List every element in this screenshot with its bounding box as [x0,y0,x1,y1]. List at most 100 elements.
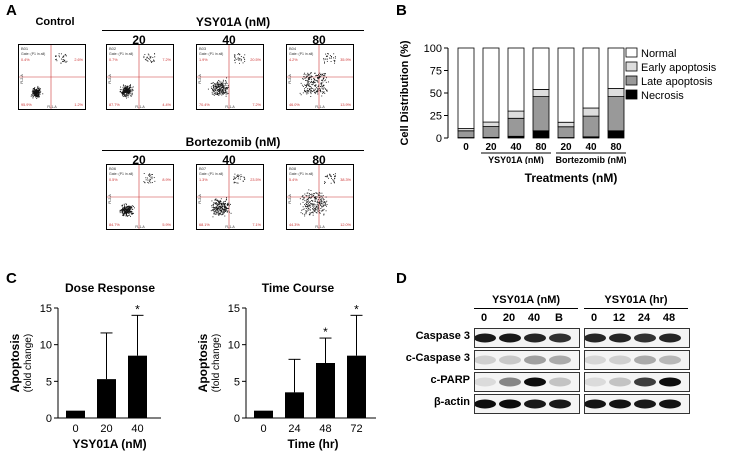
facs-event-dot [215,199,217,201]
facs-event-dot [307,195,309,197]
facs-event-dot [309,78,311,80]
facs-event-dot [319,212,321,214]
facs-event-dot [324,75,326,77]
facs-event-dot [320,89,322,91]
facs-event-dot [227,202,229,204]
facs-event-dot [65,61,67,63]
facs-event-dot [221,86,223,88]
facs-event-dot [327,176,328,178]
facs-event-dot [316,209,318,211]
facs-event-dot [123,89,125,90]
y-tick-label: 5 [46,376,52,388]
facs-event-dot [306,75,308,77]
facs-event-dot [316,201,318,203]
facs-event-dot [154,180,156,182]
facs-event-dot [34,91,36,93]
facs-event-dot [126,90,128,92]
legend-swatch [625,75,638,86]
facs-event-dot [314,210,316,212]
facs-event-dot [219,202,221,204]
facs-event-dot [242,56,244,58]
blot-band [549,333,571,343]
x-tick-label: 0 [72,423,78,435]
facs-event-dot [307,74,309,76]
facs-event-dot [311,78,313,80]
facs-x-axis-label: FL1-A [225,225,235,229]
facs-event-dot [218,210,220,212]
facs-event-dot [228,207,230,209]
facs-event-dot [239,53,241,55]
blot-band [549,399,571,409]
facs-event-dot [34,95,36,97]
facs-event-dot [299,92,301,94]
facs-event-dot [325,58,326,60]
facs-event-dot [35,96,37,98]
facs-event-dot [210,88,212,89]
facs-event-dot [325,56,327,58]
facs-event-dot [215,199,217,201]
facs-event-dot [313,83,314,85]
facs-event-dot [316,80,318,82]
facs-event-dot [148,179,150,181]
facs-event-dot [32,88,34,90]
facs-event-dot [121,93,123,95]
facs-event-dot [220,201,222,202]
facs-event-dot [322,88,324,90]
facs-event-dot [326,90,328,92]
facs-event-dot [319,88,321,90]
stacked-bar-segment [557,121,575,128]
facs-event-dot [332,179,334,181]
y-tick-label: 15 [228,303,240,315]
facs-event-dot [307,192,309,194]
facs-event-dot [34,92,36,94]
facs-event-dot [312,84,313,86]
facs-event-dot [31,91,33,93]
facs-event-dot [230,212,232,214]
facs-event-dot [210,82,212,84]
facs-event-dot [216,204,218,206]
facs-event-dot [221,83,223,85]
facs-event-dot [318,77,320,79]
facs-event-dot [128,85,130,87]
facs-event-dot [311,195,313,197]
facs-event-dot [213,213,215,215]
facs-event-dot [236,175,238,177]
facs-event-dot [314,207,316,209]
facs-event-dot [217,208,219,210]
y-tick-label: 25 [430,111,442,123]
facs-event-dot [319,75,321,77]
blot-strip [584,394,690,414]
facs-event-dot [306,206,308,208]
facs-event-dot [242,62,244,64]
facs-plot-btz-40: B07 Gate: (P1 in all) 1.3% 23.5% 68.1% 7.1% FL… [196,164,264,230]
facs-event-dot [316,206,318,208]
facs-event-dot [146,60,148,62]
facs-event-dot [314,84,316,86]
blot-strip [474,328,580,348]
facs-event-dot [150,56,152,58]
facs-event-dot [122,87,124,89]
facs-event-dot [233,181,235,183]
facs-event-dot [233,178,235,180]
facs-event-dot [324,181,326,183]
facs-event-dot [39,89,41,91]
facs-event-dot [218,213,220,215]
facs-event-dot [148,174,150,176]
facs-event-dot [317,210,319,212]
facs-event-dot [217,89,219,91]
x-axis-label: Time (hr) [287,437,338,451]
facs-event-dot [324,61,326,63]
facs-event-dot [308,205,310,206]
facs-event-dot [123,95,125,97]
facs-event-dot [240,56,242,57]
facs-event-dot [129,93,131,95]
blot-strip [584,372,690,392]
facs-event-dot [215,210,217,211]
facs-event-dot [124,90,126,92]
stacked-bar-segment [482,47,500,123]
facs-event-dot [216,209,218,211]
facs-event-dot [301,196,303,197]
facs-event-dot [307,200,309,202]
facs-event-dot [39,92,41,93]
facs-event-dot [310,206,312,208]
